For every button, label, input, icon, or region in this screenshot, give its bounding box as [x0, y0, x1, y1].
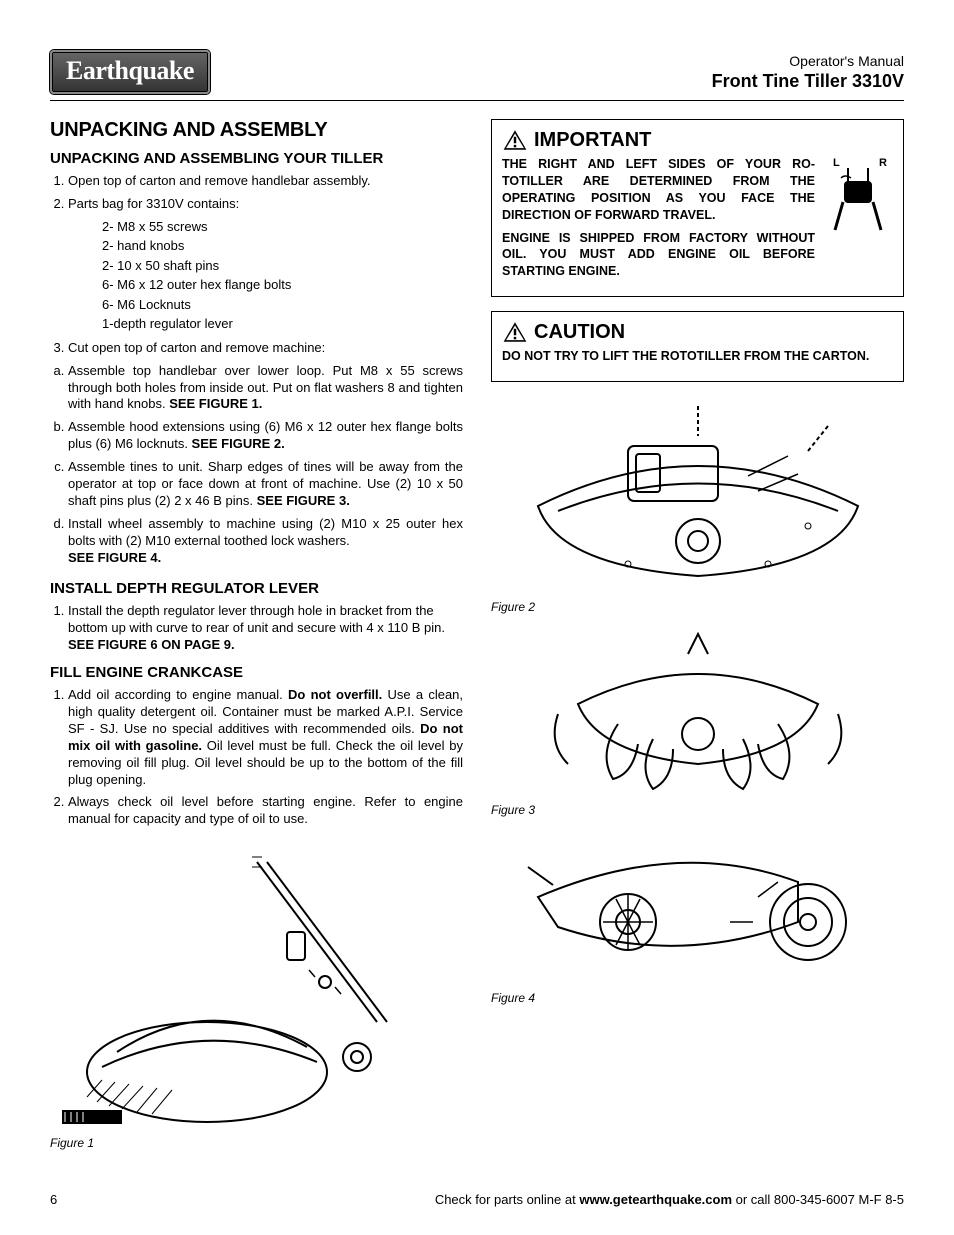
assembly-substeps: Assemble top handlebar over lower loop. … [50, 363, 463, 567]
caution-p1: DO NOT TRY TO LIFT THE ROTOTILLER FROM T… [502, 348, 893, 365]
part-item: 6- M6 Locknuts [102, 295, 463, 315]
caution-box: CAUTION DO NOT TRY TO LIFT THE ROTOTILLE… [491, 311, 904, 382]
parts-list: 2- M8 x 55 screws 2- hand knobs 2- 10 x … [102, 217, 463, 334]
figure-2-caption: Figure 2 [491, 600, 904, 614]
important-p1: THE RIGHT AND LEFT SIDES OF YOUR RO­TOTI… [502, 156, 815, 224]
footer-text-a: Check for parts online at [435, 1192, 580, 1207]
lr-diagram-icon: L R [823, 154, 893, 234]
manual-type: Operator's Manual [712, 53, 904, 69]
step-3: Cut open top of carton and remove machin… [68, 340, 463, 357]
caution-body: DO NOT TRY TO LIFT THE ROTOTILLER FROM T… [502, 348, 893, 365]
figure-1-svg [57, 842, 457, 1132]
page-header: Earthquake Operator's Manual Front Tine … [50, 50, 904, 101]
figure-1-caption: Figure 1 [50, 1136, 463, 1150]
page-footer: 6 Check for parts online at www.getearth… [50, 1192, 904, 1207]
substep-d-text: Install wheel assembly to machine using … [68, 516, 463, 548]
substep-a-text: Assemble top handlebar over lower loop. … [68, 363, 463, 412]
footer-url: www.getearthquake.com [579, 1192, 732, 1207]
depth-step-1: Install the depth regulator lever throug… [68, 603, 463, 654]
oil1b: Do not overfill. [288, 687, 382, 702]
figure-2-drawing [491, 396, 904, 596]
caution-title-text: CAUTION [534, 321, 625, 344]
important-box: IMPORTANT THE RIGHT AND LEFT SIDES OF YO… [491, 119, 904, 297]
h2-fill-crankcase: FILL ENGINE CRANKCASE [50, 664, 463, 681]
warning-icon [502, 320, 528, 344]
figure-3-svg [498, 624, 898, 799]
see-fig-2: SEE FIGURE 2. [192, 436, 285, 451]
figure-1-block: Figure 1 [50, 842, 463, 1150]
figure-2-svg [498, 396, 898, 596]
figure-4-block: Figure 4 [491, 827, 904, 1005]
important-title-text: IMPORTANT [534, 129, 651, 152]
warning-icon [502, 128, 528, 152]
substep-d: Install wheel assembly to machine using … [68, 516, 463, 567]
oil-steps: Add oil according to engine manual. Do n… [50, 687, 463, 828]
substep-c: Assemble tines to unit. Sharp edges of t… [68, 459, 463, 510]
see-fig-1: SEE FIGURE 1. [169, 396, 262, 411]
step-2-text: Parts bag for 3310V contains: [68, 196, 239, 211]
assembly-steps: Open top of carton and remove handlebar … [50, 173, 463, 357]
brand-logo: Earthquake [50, 50, 210, 94]
figure-1-drawing [50, 842, 463, 1132]
see-fig-4: SEE FIGURE 4. [68, 550, 161, 565]
oil1a: Add oil according to engine manual. [68, 687, 288, 702]
substep-a: Assemble top handlebar over lower loop. … [68, 363, 463, 414]
oil-step-2: Always check oil level before starting e… [68, 794, 463, 828]
part-item: 6- M6 x 12 outer hex flange bolts [102, 275, 463, 295]
figure-4-caption: Figure 4 [491, 991, 904, 1005]
depth-steps: Install the depth regulator lever throug… [50, 603, 463, 654]
step-1: Open top of carton and remove handlebar … [68, 173, 463, 190]
caution-title: CAUTION [502, 320, 893, 344]
left-column: UNPACKING AND ASSEMBLY UNPACKING AND ASS… [50, 119, 463, 1160]
important-p2: ENGINE IS SHIPPED FROM FACTORY WITH­OUT … [502, 230, 815, 281]
step-2: Parts bag for 3310V contains: 2- M8 x 55… [68, 196, 463, 334]
h1-unpacking: UNPACKING AND ASSEMBLY [50, 119, 463, 142]
figure-4-svg [498, 827, 898, 987]
figure-3-block: Figure 3 [491, 624, 904, 817]
part-item: 2- M8 x 55 screws [102, 217, 463, 237]
header-right: Operator's Manual Front Tine Tiller 3310… [712, 53, 904, 92]
footer-text: Check for parts online at www.getearthqu… [435, 1192, 904, 1207]
part-item: 1-depth regulator lever [102, 314, 463, 334]
important-title: IMPORTANT [502, 128, 893, 152]
see-fig-3: SEE FIGURE 3. [257, 493, 350, 508]
figure-4-drawing [491, 827, 904, 987]
product-title: Front Tine Tiller 3310V [712, 71, 904, 92]
h2-unpacking-assembling: UNPACKING AND ASSEMBLING YOUR TILLER [50, 150, 463, 167]
part-item: 2- hand knobs [102, 236, 463, 256]
right-column: IMPORTANT THE RIGHT AND LEFT SIDES OF YO… [491, 119, 904, 1160]
footer-text-b: or call 800-345-6007 M-F 8-5 [732, 1192, 904, 1207]
page-number: 6 [50, 1192, 57, 1207]
see-fig-6: SEE FIGURE 6 ON PAGE 9. [68, 637, 235, 652]
figure-3-caption: Figure 3 [491, 803, 904, 817]
part-item: 2- 10 x 50 shaft pins [102, 256, 463, 276]
oil-step-1: Add oil according to engine manual. Do n… [68, 687, 463, 788]
figure-2-block: Figure 2 [491, 396, 904, 614]
figure-3-drawing [491, 624, 904, 799]
substep-b: Assemble hood extensions using (6) M6 x … [68, 419, 463, 453]
lr-R: R [879, 157, 887, 169]
depth-step-1-text: Install the depth regulator lever throug… [68, 603, 445, 635]
h2-depth-regulator: INSTALL DEPTH REGULATOR LEVER [50, 580, 463, 597]
content-columns: UNPACKING AND ASSEMBLY UNPACKING AND ASS… [50, 119, 904, 1160]
lr-L: L [833, 157, 840, 169]
